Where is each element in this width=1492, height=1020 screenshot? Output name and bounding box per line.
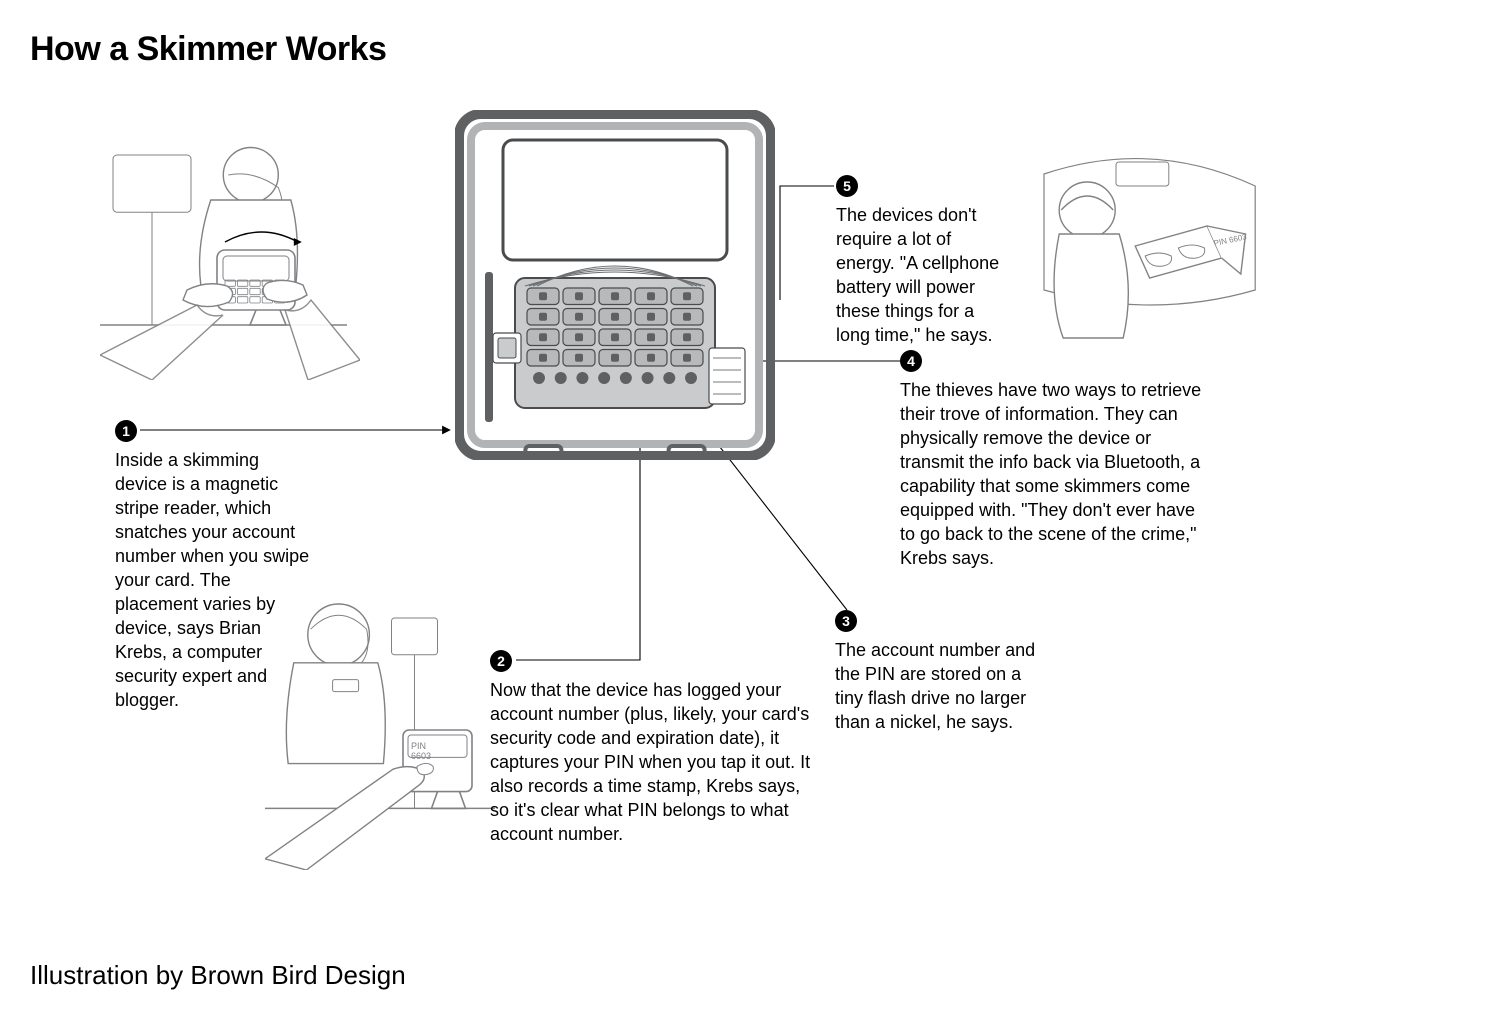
callout-badge-3: 3 (835, 610, 857, 632)
callout-badge-1: 1 (115, 420, 137, 442)
svg-text:6603: 6603 (411, 751, 431, 761)
thief-with-laptop-in-car-illustration: PIN 6603 (1020, 150, 1260, 350)
callout-text-2: Now that the device has logged your acco… (490, 678, 820, 846)
callout-text-3: The account number and the PIN are store… (835, 638, 1045, 734)
callout-3: 3 The account number and the PIN are stor… (835, 610, 1045, 734)
cashier-and-hands-placing-skimmer-illustration (100, 130, 360, 380)
svg-text:PIN: PIN (411, 741, 426, 751)
skimmer-device-illustration (455, 110, 775, 460)
callout-2: 2 Now that the device has logged your acc… (490, 650, 820, 846)
callout-text-4: The thieves have two ways to retrieve th… (900, 378, 1210, 570)
callout-text-5: The devices don't require a lot of energ… (836, 203, 1011, 347)
callout-badge-5: 5 (836, 175, 858, 197)
illustration-credit: Illustration by Brown Bird Design (30, 960, 406, 991)
callout-badge-4: 4 (900, 350, 922, 372)
callout-badge-2: 2 (490, 650, 512, 672)
callout-text-1: Inside a skimming device is a magnetic s… (115, 448, 315, 712)
main-title: How a Skimmer Works (30, 30, 386, 69)
callout-1: 1 Inside a skimming device is a magnetic … (115, 420, 315, 712)
callout-5: 5 The devices don't require a lot of ener… (836, 175, 1011, 347)
callout-4: 4 The thieves have two ways to retrieve t… (900, 350, 1210, 570)
